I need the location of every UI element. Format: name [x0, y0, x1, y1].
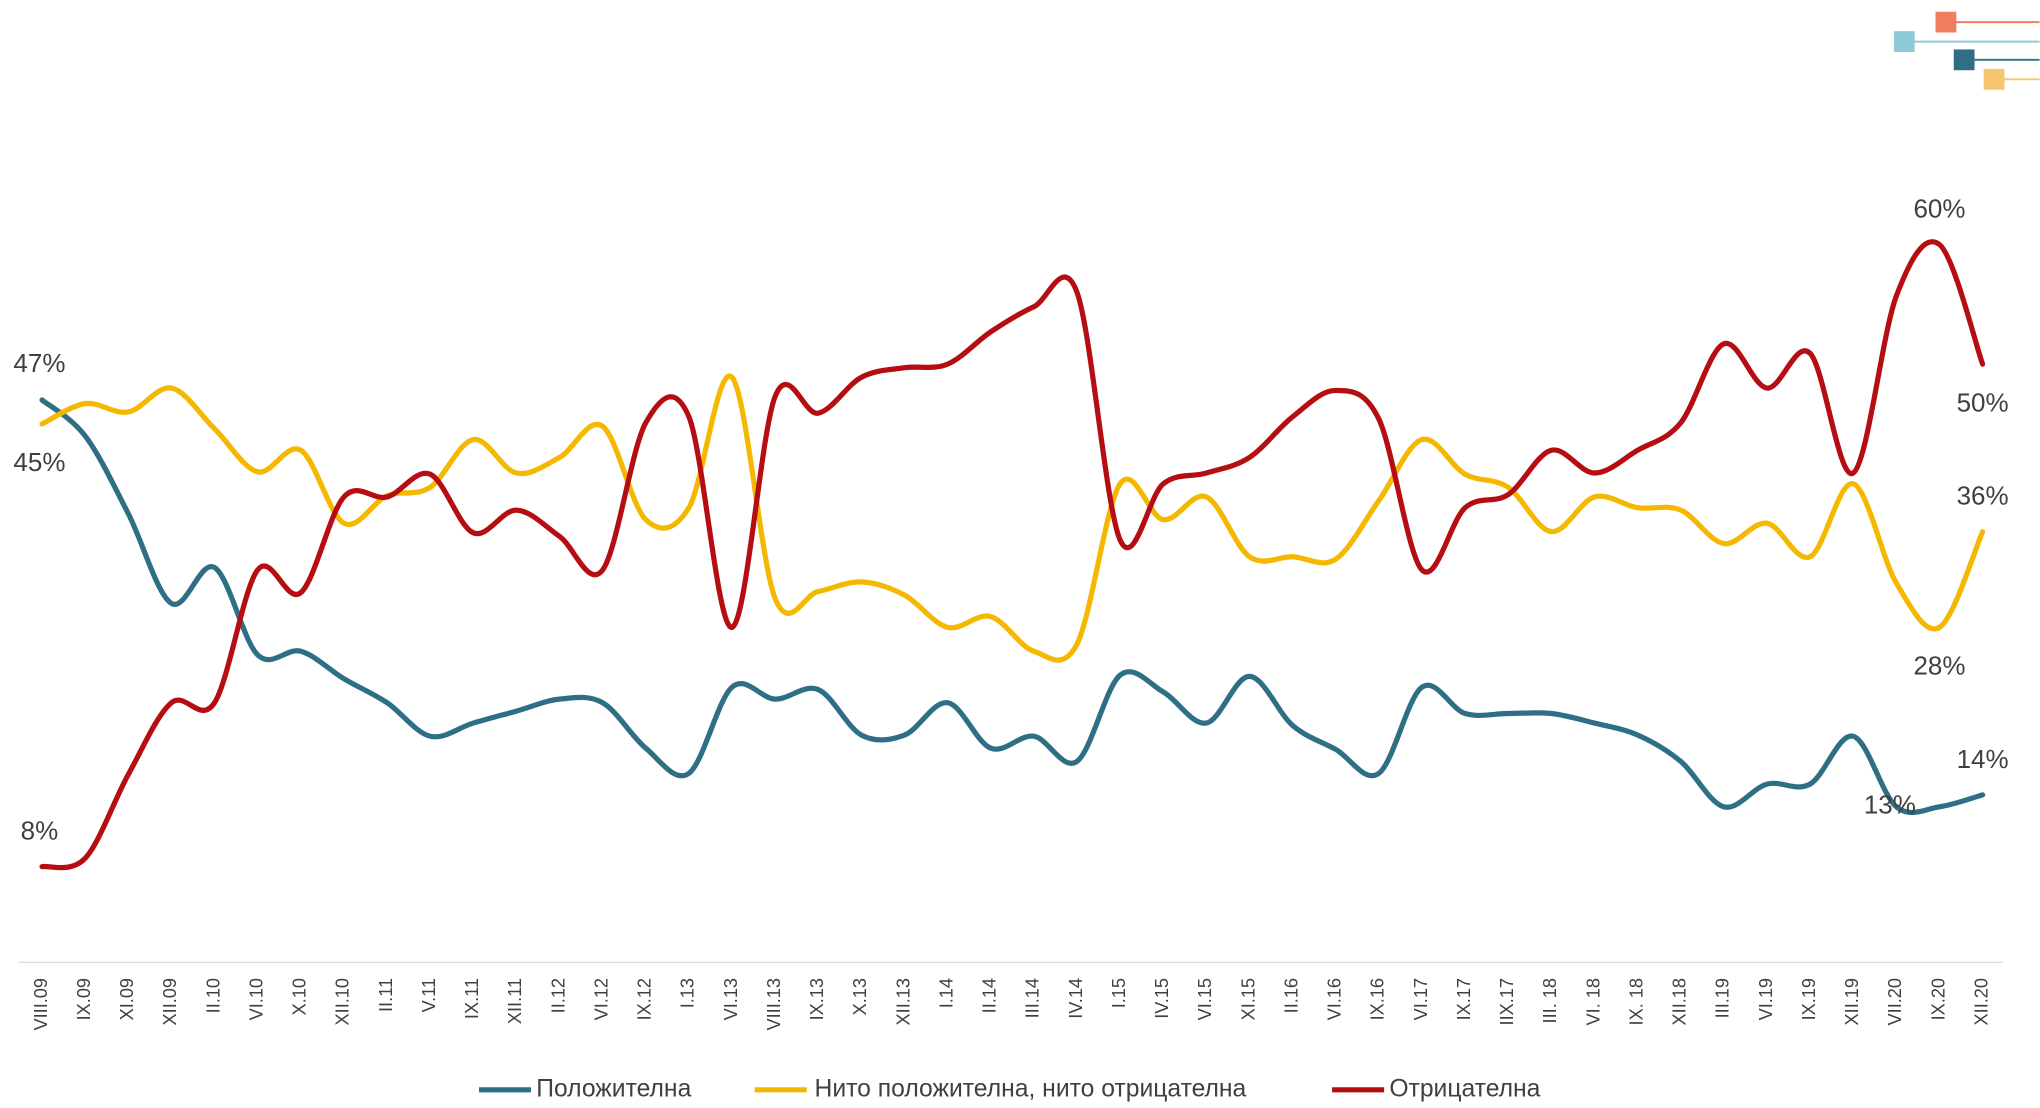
x-tick-label: IX.09 [74, 978, 94, 1020]
x-tick-label: VI.15 [1195, 978, 1215, 1020]
x-tick-label: IX.11 [462, 978, 482, 1019]
x-tick-label: IX. 18 [1626, 978, 1646, 1026]
data-label: 8% [21, 816, 59, 846]
x-tick-label: III.19 [1713, 978, 1733, 1018]
x-tick-label: VI.12 [591, 978, 611, 1020]
x-tick-label: VIII.13 [764, 978, 784, 1031]
data-label: 36% [1957, 481, 2009, 511]
x-tick-label: I.15 [1109, 978, 1129, 1008]
data-label: 13% [1864, 790, 1916, 820]
x-tick-label: II.16 [1281, 978, 1301, 1013]
x-tick-label: XII.20 [1971, 978, 1991, 1026]
data-label: 50% [1957, 387, 2009, 417]
data-label: 14% [1957, 744, 2009, 774]
data-label: 47% [13, 348, 65, 378]
x-tick-label: IX.19 [1799, 978, 1819, 1020]
x-tick-label: VI.16 [1325, 978, 1345, 1020]
x-tick-label: II.14 [980, 978, 1000, 1013]
x-tick-label: XII.10 [333, 978, 353, 1026]
x-tick-label: IX.12 [635, 978, 655, 1020]
x-tick-label: X.10 [290, 978, 310, 1015]
x-tick-label: IV.15 [1152, 978, 1172, 1019]
x-tick-label: XII.11 [505, 978, 525, 1024]
data-label: 45% [13, 447, 65, 477]
x-tick-label: I.14 [936, 978, 956, 1008]
logo [1893, 11, 2040, 90]
x-tick-label: VIII.09 [31, 978, 51, 1031]
x-tick-label: VI. 18 [1583, 978, 1603, 1026]
x-tick-label: XI.09 [117, 978, 137, 1020]
x-tick-label: II.12 [548, 978, 568, 1013]
x-tick-label: XII.13 [893, 978, 913, 1026]
x-tick-label: III.14 [1023, 978, 1043, 1018]
x-tick-label: VI.17 [1411, 978, 1431, 1020]
x-tick-label: XII.18 [1670, 978, 1690, 1026]
x-tick-label: IV.14 [1066, 978, 1086, 1019]
x-tick-label: X.13 [850, 978, 870, 1015]
legend-label: Отрицателна [1389, 1075, 1540, 1102]
x-tick-label: IX.13 [807, 978, 827, 1020]
x-tick-label: VI.19 [1756, 978, 1776, 1020]
legend-label: Положителна [536, 1075, 691, 1102]
x-tick-label: II.10 [203, 978, 223, 1013]
x-tick-label: VI.10 [246, 978, 266, 1020]
x-tick-label: IIX.17 [1497, 978, 1517, 1026]
legend-label: Нито положителна, нито отрицателна [815, 1075, 1247, 1102]
x-tick-label: VI.13 [721, 978, 741, 1020]
x-tick-label: II.11 [376, 978, 396, 1012]
x-tick-label: V.11 [419, 978, 439, 1012]
x-tick-label: IX.16 [1368, 978, 1388, 1020]
data-label: 60% [1913, 194, 1965, 224]
x-tick-label: IX.17 [1454, 978, 1474, 1020]
x-tick-label: I.13 [678, 978, 698, 1008]
x-tick-label: XII.19 [1842, 978, 1862, 1026]
line [39, 239, 1986, 871]
data-label: 28% [1913, 651, 1965, 681]
x-tick-label: XI.15 [1238, 978, 1258, 1020]
line [39, 397, 1986, 816]
x-tick-label: XII.09 [160, 978, 180, 1026]
x-tick-label: VII.20 [1885, 978, 1905, 1026]
x-tick-label: III. 18 [1540, 978, 1560, 1024]
x-tick-label: IX.20 [1928, 978, 1948, 1020]
